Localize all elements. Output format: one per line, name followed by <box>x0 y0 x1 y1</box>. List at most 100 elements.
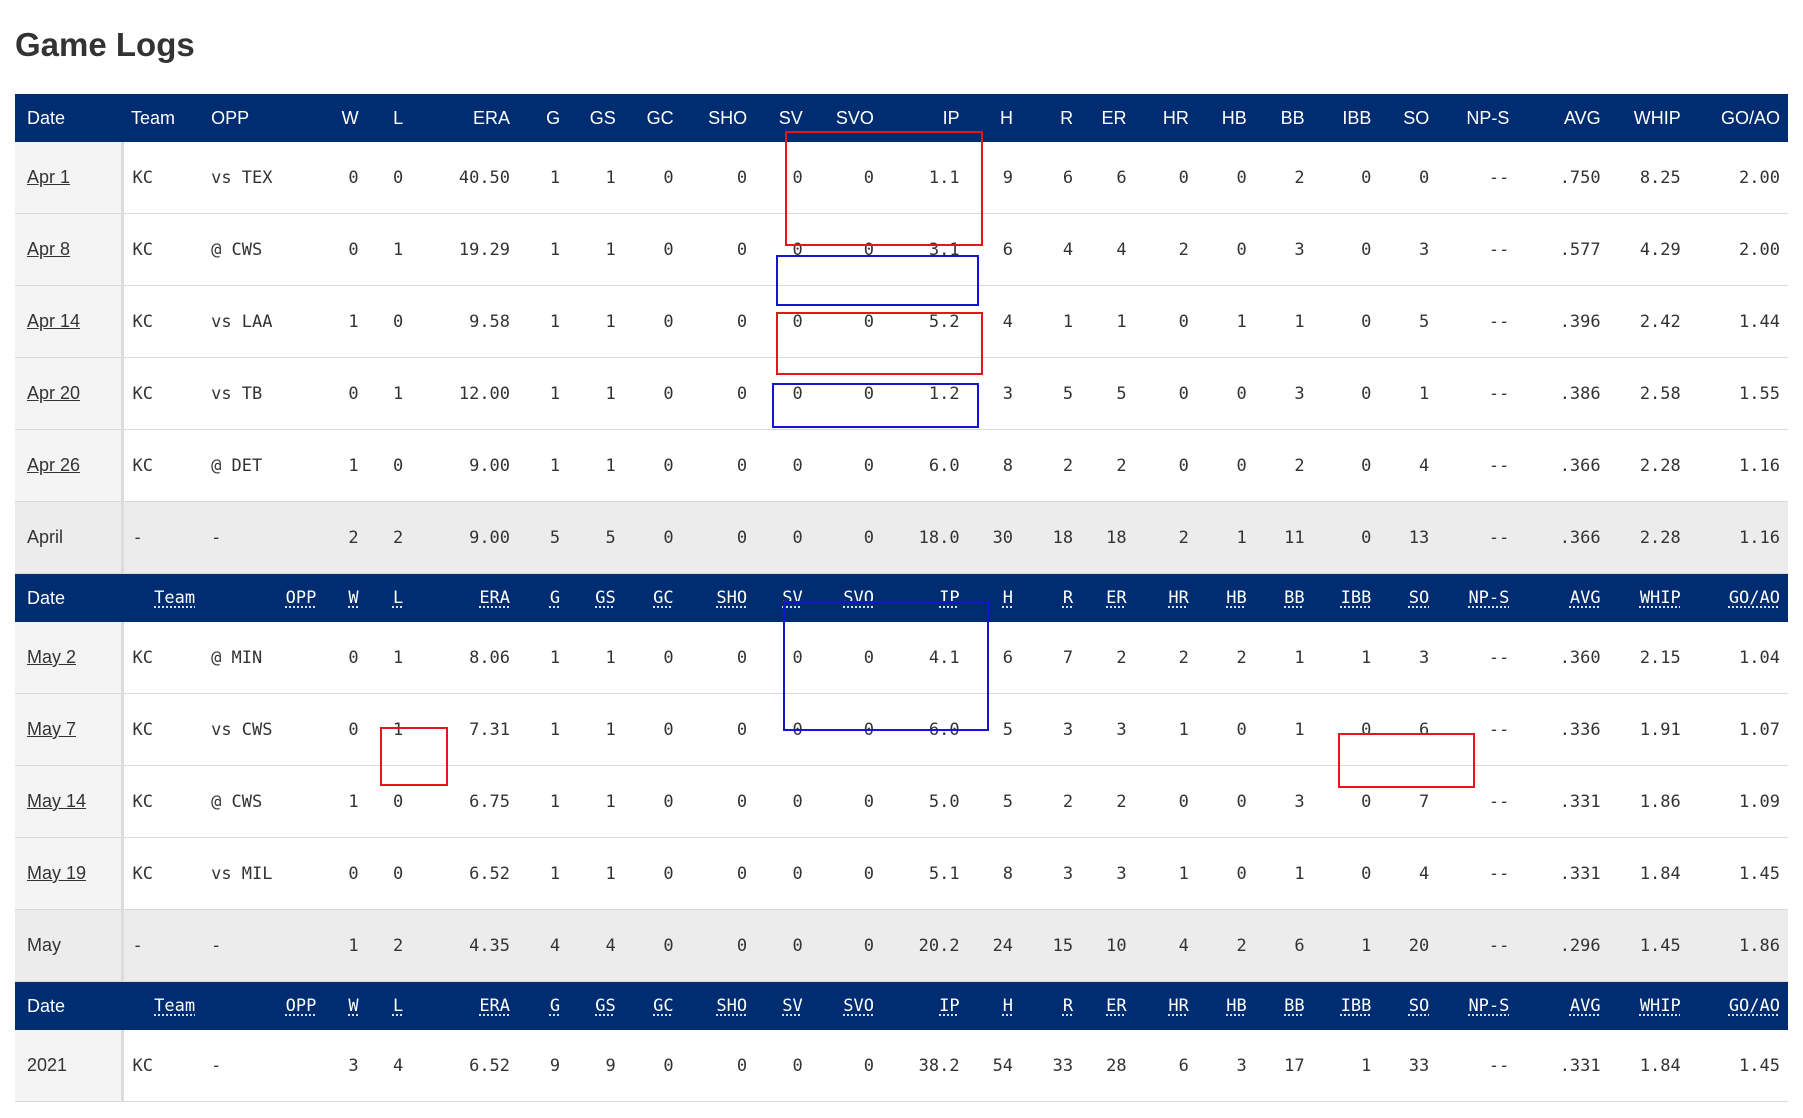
column-header-ip[interactable]: IP <box>881 573 968 622</box>
cell-hb: 0 <box>1196 765 1255 838</box>
cell-avg: .296 <box>1517 909 1609 982</box>
cell-ibb: 1 <box>1312 1030 1380 1102</box>
column-header-sho[interactable]: SHO <box>681 573 756 622</box>
column-header-go-ao[interactable]: GO/AO <box>1688 981 1788 1030</box>
column-header-bb[interactable]: BB <box>1254 981 1313 1030</box>
column-header-whip[interactable]: WHIP <box>1608 573 1689 622</box>
game-date-link[interactable]: May 2 <box>27 647 77 667</box>
game-date-link[interactable]: May 14 <box>27 791 87 811</box>
cell-r: 18 <box>1021 501 1082 574</box>
cell-w: 2 <box>324 501 367 574</box>
column-header-ibb[interactable]: IBB <box>1312 981 1380 1030</box>
column-header-opp[interactable]: OPP <box>203 981 325 1030</box>
column-header-r[interactable]: R <box>1021 573 1082 622</box>
column-header-g[interactable]: G <box>518 981 569 1030</box>
column-header-opp[interactable]: OPP <box>203 573 325 622</box>
cell-go-ao: 1.07 <box>1688 693 1788 766</box>
column-header-era[interactable]: ERA <box>411 981 519 1030</box>
cell-era: 6.75 <box>411 765 519 838</box>
column-header-so[interactable]: SO <box>1379 573 1438 622</box>
cell-gs: 1 <box>568 693 624 766</box>
cell-np-s: -- <box>1437 501 1518 574</box>
column-header-w[interactable]: W <box>324 981 367 1030</box>
column-header-svo[interactable]: SVO <box>810 573 882 622</box>
cell-ip: 18.0 <box>881 501 968 574</box>
cell-ibb: 0 <box>1312 765 1380 838</box>
column-header-team[interactable]: Team <box>122 981 204 1030</box>
cell-h: 24 <box>967 909 1022 982</box>
game-date-link[interactable]: Apr 20 <box>27 383 81 403</box>
column-header-l[interactable]: L <box>366 573 412 622</box>
column-header-ibb: IBB <box>1312 94 1380 142</box>
cell-np-s: -- <box>1437 357 1518 430</box>
summary-row: April - -2 2 9.00 5 5 0 0 0 0 18.0 30 18 18 2 1 11 0 13 -- .3… <box>15 501 1788 574</box>
column-header-w[interactable]: W <box>324 573 367 622</box>
column-header-g[interactable]: G <box>518 573 569 622</box>
column-header-gs[interactable]: GS <box>568 981 624 1030</box>
cell-r: 33 <box>1021 1030 1082 1102</box>
cell-bb: 2 <box>1254 142 1313 214</box>
game-date-link[interactable]: Apr 8 <box>27 239 71 259</box>
game-date-link[interactable]: May 19 <box>27 863 87 883</box>
column-header-avg[interactable]: AVG <box>1517 981 1609 1030</box>
cell-g: 4 <box>518 909 569 982</box>
cell-go-ao: 1.45 <box>1688 1030 1788 1102</box>
column-header-whip[interactable]: WHIP <box>1608 981 1689 1030</box>
cell-sho: 0 <box>681 429 756 502</box>
column-header-er[interactable]: ER <box>1081 573 1135 622</box>
column-header-so[interactable]: SO <box>1379 981 1438 1030</box>
cell-avg: .577 <box>1517 213 1609 286</box>
cell-era: 6.52 <box>411 837 519 910</box>
cell-hr: 1 <box>1134 837 1197 910</box>
game-date-link[interactable]: Apr 14 <box>27 311 81 331</box>
column-header-bb[interactable]: BB <box>1254 573 1313 622</box>
column-header-go-ao[interactable]: GO/AO <box>1688 573 1788 622</box>
game-date-link[interactable]: Apr 26 <box>27 455 81 475</box>
cell-whip: 4.29 <box>1608 213 1689 286</box>
cell-era: 6.52 <box>411 1030 519 1102</box>
cell-ibb: 0 <box>1312 837 1380 910</box>
column-header-sho[interactable]: SHO <box>681 981 756 1030</box>
table-header-row: Date Team OPP W L ERA G GS GC SHO SV SVO IP H R ER HR HB B… <box>15 981 1788 1030</box>
cell-date: May 2 <box>15 622 125 694</box>
column-header-er[interactable]: ER <box>1081 981 1135 1030</box>
cell-whip: 2.28 <box>1608 501 1689 574</box>
cell-ip: 5.0 <box>881 765 968 838</box>
cell-opp: - <box>203 501 325 574</box>
cell-so: 20 <box>1379 909 1438 982</box>
cell-np-s: -- <box>1437 837 1518 910</box>
game-date-link[interactable]: May 7 <box>27 719 77 739</box>
column-header-hr[interactable]: HR <box>1134 573 1197 622</box>
column-header-hr[interactable]: HR <box>1134 981 1197 1030</box>
game-date-link[interactable]: Apr 1 <box>27 167 71 187</box>
cell-er: 1 <box>1081 285 1135 358</box>
table-header-row: Date Team OPP W L ERA G GS GC SHO SV SVO IP H R ER HR HB B… <box>15 94 1788 142</box>
cell-team: KC <box>122 837 204 910</box>
column-header-ip[interactable]: IP <box>881 981 968 1030</box>
column-header-gc: GC <box>623 94 682 142</box>
cell-so: 0 <box>1379 142 1438 214</box>
column-header-hb[interactable]: HB <box>1196 981 1255 1030</box>
column-header-sv[interactable]: SV <box>755 981 811 1030</box>
cell-team: KC <box>122 142 204 214</box>
column-header-hb[interactable]: HB <box>1196 573 1255 622</box>
column-header-sv[interactable]: SV <box>755 573 811 622</box>
column-header-h[interactable]: H <box>967 573 1022 622</box>
column-header-l[interactable]: L <box>366 981 412 1030</box>
column-header-gc[interactable]: GC <box>623 981 682 1030</box>
cell-team: KC <box>122 429 204 502</box>
column-header-avg[interactable]: AVG <box>1517 573 1609 622</box>
cell-avg: .331 <box>1517 837 1609 910</box>
column-header-ibb[interactable]: IBB <box>1312 573 1380 622</box>
column-header-gc[interactable]: GC <box>623 573 682 622</box>
column-header-era[interactable]: ERA <box>411 573 519 622</box>
column-header-np-s[interactable]: NP-S <box>1437 573 1518 622</box>
column-header-h[interactable]: H <box>967 981 1022 1030</box>
column-header-np-s[interactable]: NP-S <box>1437 981 1518 1030</box>
column-header-team[interactable]: Team <box>122 573 204 622</box>
column-header-gs[interactable]: GS <box>568 573 624 622</box>
column-header-r[interactable]: R <box>1021 981 1082 1030</box>
column-header-svo[interactable]: SVO <box>810 981 882 1030</box>
cell-sv: 0 <box>755 501 811 574</box>
cell-date: May 7 <box>15 693 125 766</box>
